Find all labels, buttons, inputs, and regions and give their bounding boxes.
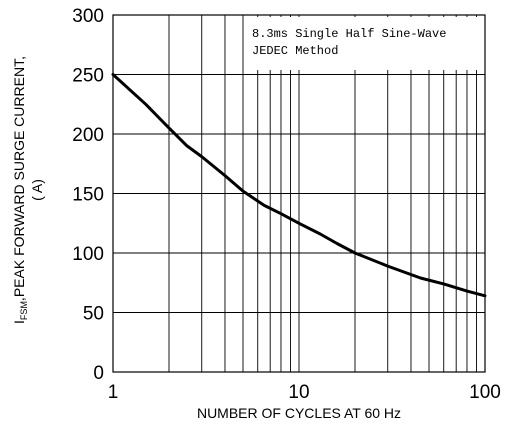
y-axis-label-main: IFSM,PEAK FORWARD SURGE CURRENT,: [11, 56, 29, 324]
x-tick-label: 100: [469, 382, 501, 403]
y-tick-label: 50: [83, 304, 104, 325]
y-tick-label: 100: [72, 244, 104, 265]
x-tick-label: 1: [108, 382, 119, 403]
y-axis-label: IFSM,PEAK FORWARD SURGE CURRENT, ( A): [11, 56, 45, 324]
y-tick-label: 0: [93, 363, 104, 384]
y-axis-label-text: ,PEAK FORWARD SURGE CURRENT,: [11, 56, 27, 301]
plot-frame: [112, 14, 486, 373]
y-tick-label: 200: [72, 125, 104, 146]
y-axis-units: ( A): [29, 179, 45, 201]
grid-layer: [113, 15, 485, 372]
y-tick-labels: 0 50 100 150 200 250 300: [72, 6, 104, 384]
y-tick-label: 300: [72, 6, 104, 27]
y-tick-label: 150: [72, 185, 104, 206]
annotation-background: [247, 17, 483, 70]
annotation-line-1: 8.3ms Single Half Sine-Wave: [252, 27, 446, 41]
y-axis-symbol: I: [11, 320, 27, 324]
curve-layer: [111, 73, 487, 298]
x-axis-label: NUMBER OF CYCLES AT 60 Hz: [197, 405, 401, 421]
y-tick-label: 250: [72, 66, 104, 87]
surge-current-curve: [111, 73, 487, 298]
x-tick-labels: 1 10 100: [108, 382, 501, 403]
y-axis-subscript: FSM: [19, 301, 29, 320]
annotation-line-2: JEDEC Method: [252, 44, 338, 58]
annotation-box: 8.3ms Single Half Sine-Wave JEDEC Method: [247, 17, 483, 70]
x-tick-label: 10: [288, 382, 309, 403]
